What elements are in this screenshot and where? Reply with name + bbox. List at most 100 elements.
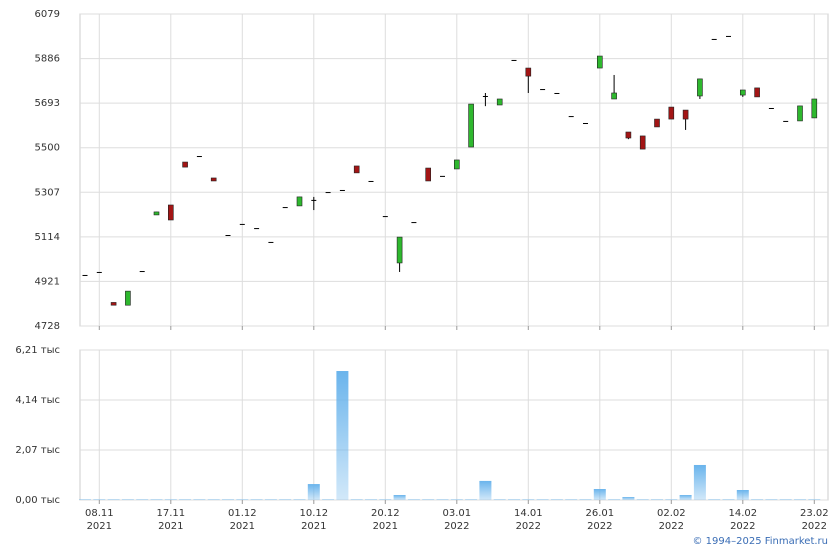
x-tick-label: 17.11	[156, 508, 185, 519]
candle-body	[482, 95, 488, 97]
candle-body	[468, 103, 474, 148]
volume-bar	[479, 480, 492, 500]
y-tick-label: 6,21 тыс	[15, 345, 60, 356]
volume-bar	[293, 499, 306, 500]
candle-body	[396, 236, 403, 264]
volume-bar	[179, 499, 192, 500]
volume-bar	[794, 499, 806, 500]
y-tick-label: 5500	[35, 143, 60, 154]
volume-bar	[164, 499, 177, 500]
x-tick-label: 08.11	[85, 508, 114, 519]
volume-bar	[250, 499, 263, 500]
candle-body	[568, 116, 574, 118]
x-tick-label-year: 2022	[730, 521, 755, 532]
volume-bar	[536, 499, 549, 500]
candle-body	[382, 216, 388, 218]
volume-bar	[264, 499, 277, 500]
volume-bar	[79, 499, 91, 500]
volume-bar	[365, 499, 377, 500]
volume-bar	[622, 497, 635, 500]
x-tick-label-year: 2021	[158, 521, 183, 532]
candle-body	[440, 175, 445, 177]
candle-body	[196, 156, 202, 158]
candle-body	[754, 87, 760, 98]
x-tick-label: 10.12	[299, 508, 328, 519]
x-tick-label-year: 2022	[587, 521, 612, 532]
candle-body	[96, 271, 102, 273]
x-tick-label: 03.01	[442, 508, 471, 519]
volume-bar	[508, 499, 520, 500]
x-tick-label-year: 2021	[230, 521, 255, 532]
candle-body	[583, 123, 588, 125]
y-tick-label: 5693	[35, 98, 60, 109]
x-tick-label: 14.02	[728, 508, 757, 519]
x-tick-label: 26.01	[585, 508, 614, 519]
y-tick-label: 5307	[35, 187, 60, 198]
candle-body	[182, 161, 188, 168]
candle-body	[282, 207, 288, 209]
volume-bar	[322, 499, 335, 500]
candle-body	[783, 120, 789, 122]
candle-body	[682, 109, 689, 120]
x-tick-label-year: 2021	[301, 521, 326, 532]
volume-bar	[93, 499, 106, 500]
volume-bar	[222, 499, 234, 500]
volume-bar	[407, 499, 420, 500]
candle-body	[353, 165, 360, 174]
y-tick-label: 4,14 тыс	[15, 395, 60, 406]
volume-bar	[751, 499, 764, 500]
volume-bar	[579, 499, 592, 500]
x-tick-label-year: 2021	[87, 521, 112, 532]
candle-body	[110, 302, 117, 306]
candle-body	[325, 192, 331, 194]
candle-body	[168, 204, 174, 221]
volume-bar	[779, 499, 792, 500]
volume-bar	[393, 495, 406, 500]
candle-body	[811, 98, 818, 119]
y-tick-label: 2,07 тыс	[15, 445, 60, 456]
x-tick-label-year: 2022	[444, 521, 469, 532]
candle-body	[554, 92, 560, 94]
volume-bar	[207, 499, 220, 500]
volume-bar	[608, 499, 621, 500]
candle-body	[496, 98, 503, 106]
candle-body	[654, 118, 660, 128]
candle-body	[611, 92, 617, 100]
candle-body	[453, 159, 460, 170]
candle-body	[639, 135, 646, 150]
candle-body	[411, 222, 417, 224]
volume-bar	[808, 499, 821, 500]
x-tick-label: 01.12	[228, 508, 257, 519]
volume-bar	[636, 499, 649, 500]
candle-body	[82, 274, 88, 276]
candle-body	[511, 59, 517, 61]
candle-body	[125, 290, 131, 306]
candle-body	[768, 107, 774, 109]
candle-body	[797, 105, 803, 122]
volume-bar	[550, 499, 563, 500]
volume-bar	[493, 499, 506, 500]
candle-body	[697, 78, 703, 97]
volume-bar	[679, 495, 692, 500]
volume-bar	[736, 490, 749, 500]
volume-bar	[336, 371, 349, 500]
volume-bar	[465, 499, 478, 500]
volume-bar	[708, 499, 721, 500]
candle-body	[254, 228, 260, 230]
x-tick-label: 02.02	[657, 508, 686, 519]
volume-bar	[136, 499, 149, 500]
y-tick-label: 6079	[35, 9, 60, 20]
x-tick-label-year: 2022	[802, 521, 827, 532]
volume-bar	[522, 499, 535, 500]
candle-body	[625, 131, 632, 139]
plot-frame	[79, 13, 829, 327]
volume-bar	[722, 499, 735, 500]
volume-bar	[765, 499, 778, 500]
volume-bar	[236, 499, 249, 500]
volume-bar	[350, 499, 363, 500]
candle-body	[726, 35, 731, 37]
candle-body	[540, 89, 546, 91]
volume-bar	[307, 484, 320, 500]
candle-body	[210, 177, 217, 182]
